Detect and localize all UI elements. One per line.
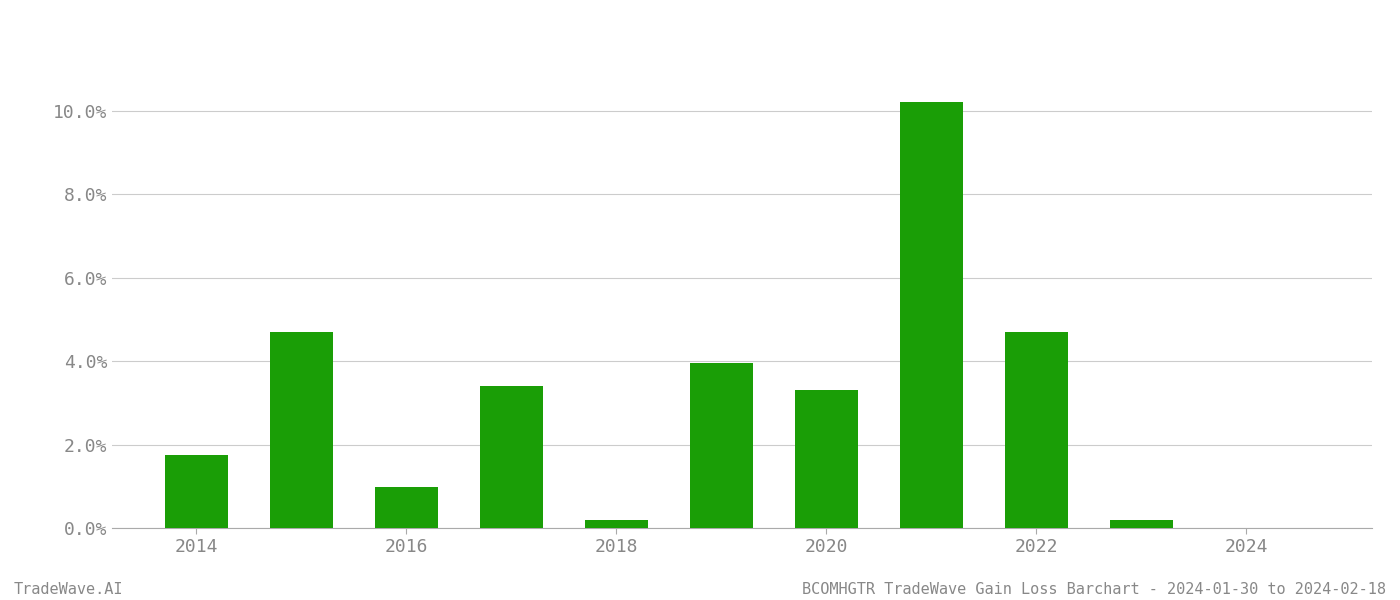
Bar [1110,520,1173,528]
Bar [165,455,228,528]
Text: BCOMHGTR TradeWave Gain Loss Barchart - 2024-01-30 to 2024-02-18: BCOMHGTR TradeWave Gain Loss Barchart - … [802,582,1386,597]
Bar [690,363,753,528]
Bar [585,520,648,528]
Bar [270,332,333,528]
Bar [1005,332,1068,528]
Text: TradeWave.AI: TradeWave.AI [14,582,123,597]
Bar [480,386,543,528]
Bar [795,390,858,528]
Bar [375,487,438,528]
Bar [900,102,963,528]
